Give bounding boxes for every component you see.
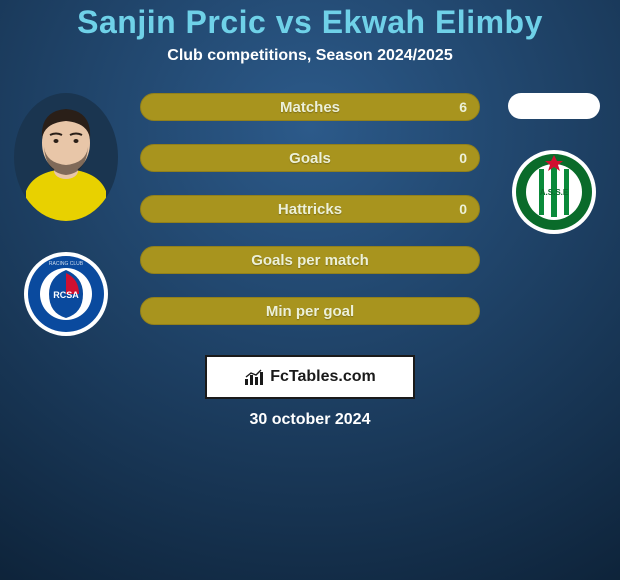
brand-chart-icon: [244, 368, 266, 386]
player-left-column: RCSA RACING CLUB: [6, 93, 126, 337]
svg-text:RCSA: RCSA: [53, 290, 79, 300]
stat-value-right: 0: [459, 145, 467, 171]
player-right-column: A.S.S.E: [494, 93, 614, 235]
comparison-body: RCSA RACING CLUB Matches6Goals0Hattricks…: [0, 93, 620, 337]
stat-row: Goals per match: [140, 246, 480, 274]
stat-row: Matches 6: [140, 93, 480, 121]
comparison-subtitle: Club competitions, Season 2024/2025: [0, 47, 620, 65]
player-left-photo: [14, 93, 118, 221]
stat-label: Matches: [280, 99, 340, 116]
generation-date: 30 october 2024: [0, 411, 620, 429]
stat-row: Min per goal: [140, 297, 480, 325]
comparison-title: Sanjin Prcic vs Ekwah Elimby: [0, 4, 620, 41]
brand-box: FcTables.com: [205, 355, 415, 399]
player-right-club-logo: A.S.S.E: [511, 149, 597, 235]
stat-row: Goals 0: [140, 144, 480, 172]
stats-column: Matches 6 Goals 0 Hattricks 0 Goals per match M…: [126, 93, 494, 325]
stat-label: Min per goal: [266, 303, 354, 320]
stat-label: Goals: [289, 150, 331, 167]
svg-text:A.S.S.E: A.S.S.E: [540, 188, 569, 197]
stat-value-right: 0: [459, 196, 467, 222]
stat-row: Hattricks 0: [140, 195, 480, 223]
stat-value-right: 6: [459, 94, 467, 120]
stat-label: Hattricks: [278, 201, 342, 218]
player-left-club-logo: RCSA RACING CLUB: [23, 251, 109, 337]
brand-text: FcTables.com: [270, 368, 376, 386]
svg-text:RACING CLUB: RACING CLUB: [49, 261, 84, 267]
stat-label: Goals per match: [251, 252, 369, 269]
player-right-photo-placeholder: [508, 93, 600, 119]
